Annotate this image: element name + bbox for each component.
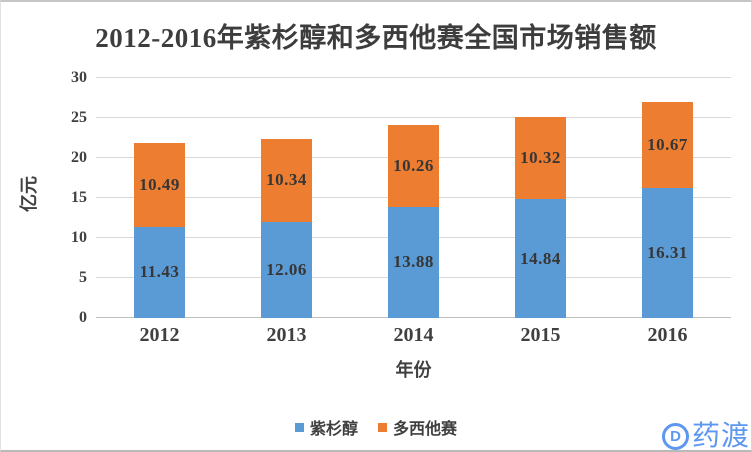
bar-segment-paclitaxel-2015: 14.84 — [515, 199, 566, 318]
legend-swatch-paclitaxel — [294, 423, 304, 432]
bar-segment-docetaxel-2012: 10.49 — [134, 142, 185, 227]
bar-value-label-paclitaxel-2013: 12.06 — [266, 259, 307, 279]
legend-swatch-docetaxel — [378, 423, 387, 432]
bar-value-label-paclitaxel-2016: 16.31 — [647, 242, 688, 262]
x-axis-ticks: 2012 2013 2014 2015 2016 — [96, 324, 731, 347]
legend: 紫杉醇 多西他赛 — [1, 415, 751, 439]
bar-value-label-paclitaxel-2014: 13.88 — [393, 252, 434, 272]
bar-value-label-docetaxel-2015: 10.32 — [520, 148, 561, 167]
bar-segment-paclitaxel-2013: 12.06 — [261, 221, 312, 318]
x-tick-label-2015: 2015 — [520, 324, 561, 346]
bar-segment-paclitaxel-2014: 13.88 — [388, 206, 439, 318]
stacked-bar-2012: 10.49 11.43 — [134, 142, 185, 318]
x-axis-title: 年份 — [395, 360, 432, 380]
x-tick-label-2012: 2012 — [139, 324, 180, 346]
bar-value-label-docetaxel-2013: 10.34 — [266, 170, 307, 190]
y-axis-ticks: 0 5 10 15 20 25 30 — [1, 69, 87, 326]
bar-segment-docetaxel-2013: 10.34 — [261, 138, 312, 222]
legend-label-docetaxel: 多西他赛 — [393, 421, 458, 438]
x-tick-label-2013: 2013 — [266, 324, 307, 346]
plot-area: 10.49 11.43 10.34 12.06 10.26 13.88 10.32 14.84… — [96, 77, 731, 318]
y-tick-label-30: 30 — [71, 69, 87, 86]
bar-value-label-docetaxel-2016: 10.67 — [647, 134, 688, 154]
legend-item-paclitaxel: 紫杉醇 — [294, 415, 358, 439]
stacked-bar-2016: 10.67 16.31 — [642, 102, 693, 318]
x-tick-label-2016: 2016 — [647, 324, 688, 346]
y-tick-label-0: 0 — [79, 309, 87, 326]
watermark-text: 药渡 — [691, 420, 750, 451]
bar-segment-docetaxel-2014: 10.26 — [388, 124, 439, 207]
legend-label-paclitaxel: 紫杉醇 — [309, 421, 358, 438]
y-tick-label-10: 10 — [71, 229, 87, 246]
bar-value-label-paclitaxel-2012: 11.43 — [139, 262, 180, 282]
bar-slot-2012: 10.49 11.43 — [96, 78, 223, 318]
bar-value-label-paclitaxel-2015: 14.84 — [520, 248, 561, 268]
bar-slot-2013: 10.34 12.06 — [223, 78, 350, 318]
bar-value-label-docetaxel-2014: 10.26 — [393, 155, 434, 175]
bar-slot-2016: 10.67 16.31 — [604, 78, 731, 318]
stacked-bar-2013: 10.34 12.06 — [261, 138, 312, 318]
gridline-30 — [96, 77, 731, 78]
chart-title: 2012-2016年紫杉醇和多西他赛全国市场销售额 — [95, 23, 657, 53]
y-tick-label-25: 25 — [71, 109, 87, 126]
bar-slot-2014: 10.26 13.88 — [350, 78, 477, 318]
pharmacodia-d-icon: D — [661, 422, 689, 450]
gridline-25 — [96, 117, 731, 118]
watermark-logo: D 药渡 — [654, 420, 751, 451]
y-tick-label-15: 15 — [71, 189, 87, 206]
legend-item-docetaxel: 多西他赛 — [378, 415, 457, 439]
bar-value-label-docetaxel-2012: 10.49 — [139, 174, 180, 194]
stacked-bar-2014: 10.26 13.88 — [388, 124, 439, 318]
bar-segment-paclitaxel-2012: 11.43 — [134, 226, 185, 318]
y-tick-label-20: 20 — [71, 149, 87, 166]
bar-segment-docetaxel-2016: 10.67 — [642, 102, 693, 188]
x-tick-label-2014: 2014 — [393, 324, 434, 346]
stacked-bar-2015: 10.32 14.84 — [515, 116, 566, 318]
bar-slot-2015: 10.32 14.84 — [477, 78, 604, 318]
bar-segment-docetaxel-2015: 10.32 — [515, 116, 566, 200]
bars-layer: 10.49 11.43 10.34 12.06 10.26 13.88 10.32 14.84… — [96, 78, 731, 318]
y-tick-label-5: 5 — [79, 269, 87, 286]
bar-segment-paclitaxel-2016: 16.31 — [642, 187, 693, 318]
